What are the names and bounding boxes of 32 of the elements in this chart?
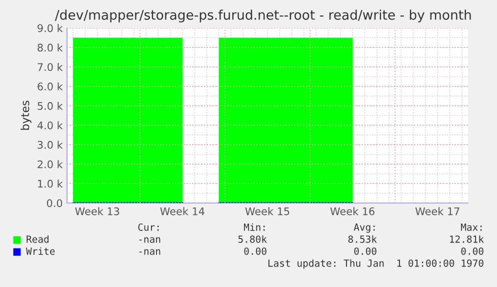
x-tick-label: Week 13	[75, 207, 120, 216]
text: Max:	[460, 224, 482, 231]
y-tick-label: 9.0 k	[38, 24, 63, 32]
y-tick-label: 6.0 k	[38, 82, 63, 90]
text: -nan	[139, 237, 160, 243]
legend-label: Read	[26, 235, 49, 243]
text: -nan	[139, 249, 160, 255]
text: 0.00	[461, 247, 484, 255]
y-tick-label: 2.0 k	[38, 160, 63, 168]
x-tick-label: Week 14	[160, 207, 204, 216]
text: Avg:	[354, 224, 375, 233]
x-tick-label: Week 17	[415, 207, 460, 216]
y-tick-label: 0.0	[46, 199, 62, 208]
text: Min:	[244, 223, 265, 231]
chart-title: /dev/mapper/storage-ps.furud.net--root - read/write - by month	[54, 10, 471, 22]
text: 0.00	[244, 247, 266, 255]
y-tick-label: 4.0 k	[37, 121, 63, 130]
text: 8.53k	[348, 235, 377, 243]
text: 5.80k	[238, 235, 267, 243]
text: 12.81k	[450, 235, 484, 243]
x-tick-label: Week 15	[245, 207, 290, 216]
text: Last update: Thu Jan 1 01:00:00 1970	[268, 259, 484, 269]
y-axis-title: bytes	[20, 100, 32, 130]
y-tick-label: 1.0 k	[38, 180, 63, 188]
y-tick-label: 8.0 k	[38, 43, 63, 52]
legend-label: Write	[26, 247, 55, 255]
y-tick-label: 5.0 k	[38, 102, 63, 110]
text: Cur:	[138, 223, 159, 231]
y-tick-label: 7.0 k	[38, 62, 63, 71]
y-tick-label: 3.0 k	[38, 140, 63, 149]
text: 0.00	[354, 247, 376, 255]
x-tick-label: Week 16	[330, 207, 374, 216]
